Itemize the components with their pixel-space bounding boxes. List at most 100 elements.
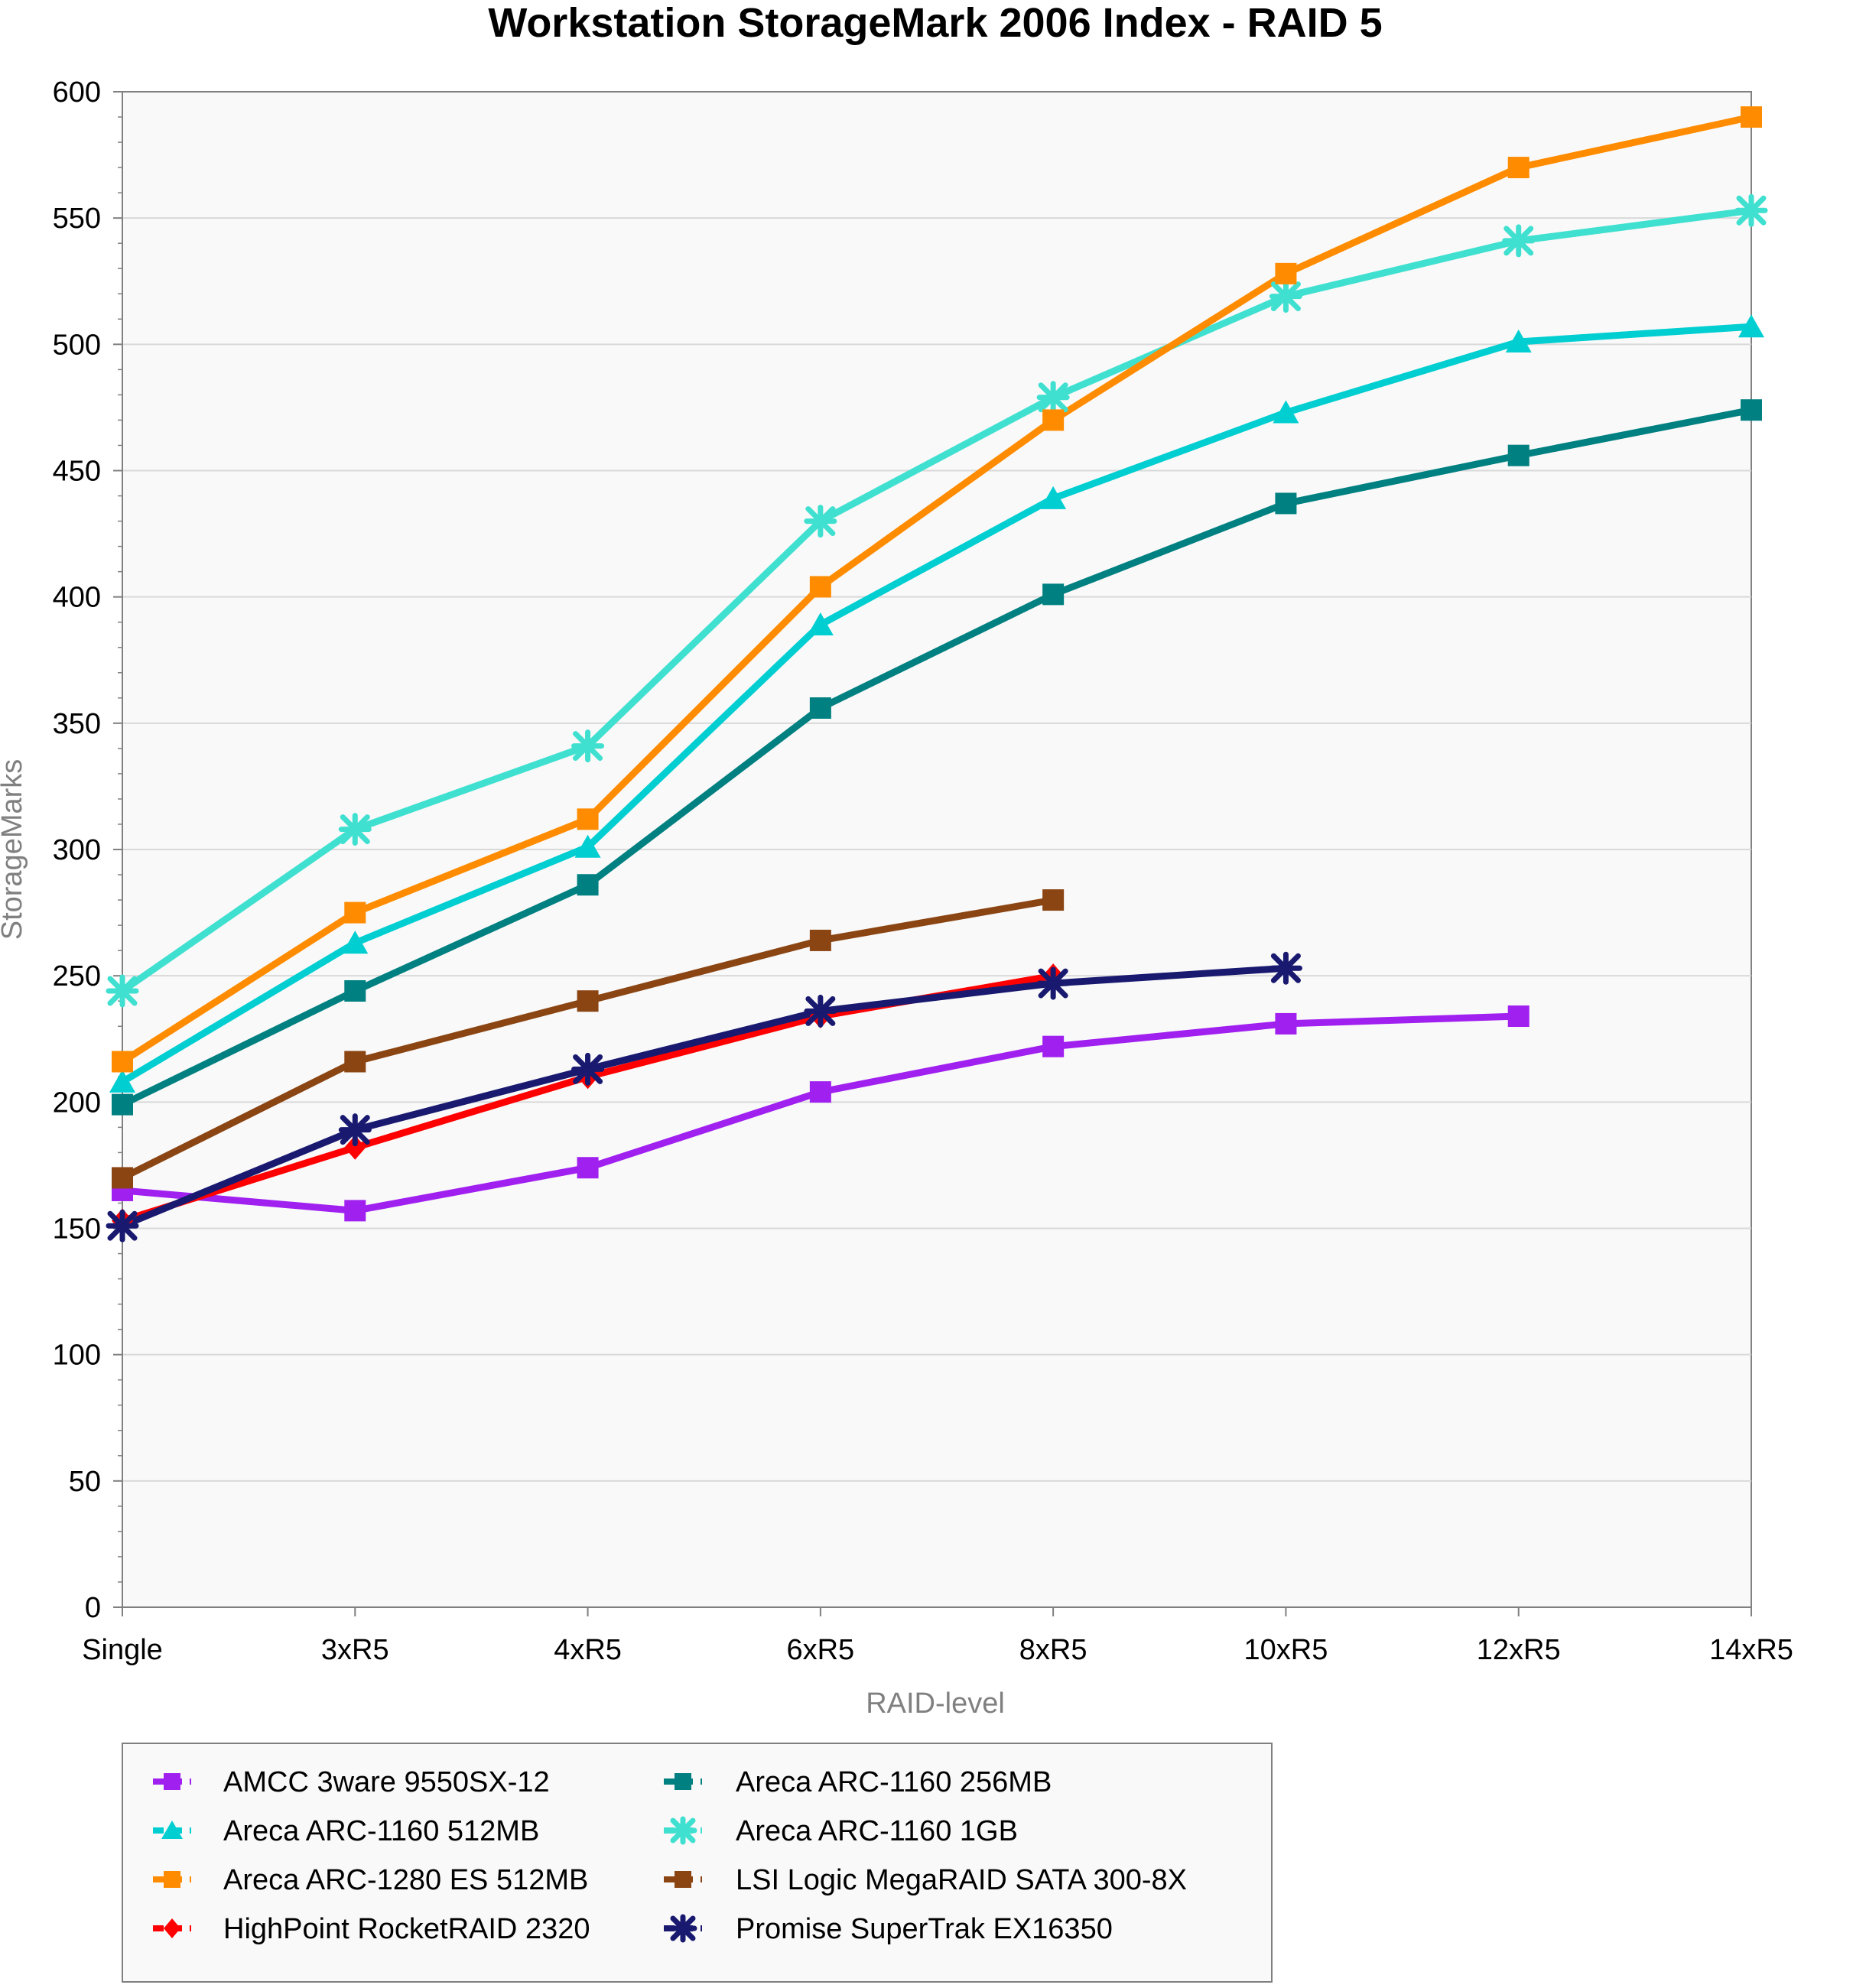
data-point [109, 1069, 135, 1093]
data-point [1042, 409, 1065, 431]
y-tick-label: 0 [85, 1592, 101, 1624]
series-line [119, 964, 1289, 1230]
legend-entry: Promise SuperTrak EX16350 [664, 1913, 1113, 1945]
legend-label: LSI Logic MegaRAID SATA 300-8X [736, 1864, 1187, 1896]
data-point [1269, 951, 1302, 985]
data-point [164, 1773, 180, 1790]
legend-label: Areca ARC-1160 256MB [736, 1766, 1052, 1798]
legend-entries: AMCC 3ware 9550SX-12 Areca ARC-1160 256MB… [153, 1766, 1187, 1945]
legend-entry: Areca ARC-1160 256MB [664, 1766, 1052, 1798]
legend-label: Areca ARC-1160 512MB [223, 1815, 539, 1847]
legend-label: Areca ARC-1160 1GB [736, 1815, 1018, 1847]
data-point [668, 1914, 697, 1943]
data-point [1502, 224, 1536, 258]
legend-label: AMCC 3ware 9550SX-12 [223, 1766, 550, 1798]
data-point [1275, 262, 1297, 284]
y-tick-label: 250 [53, 960, 101, 992]
data-point [1036, 381, 1070, 414]
legend-entry: HighPoint RocketRAID 2320 [153, 1913, 590, 1945]
y-tick-label: 100 [53, 1340, 101, 1372]
data-point [675, 1773, 691, 1790]
legend-entry: Areca ARC-1280 ES 512MB [153, 1864, 588, 1896]
data-point [106, 974, 139, 1008]
data-point [577, 1157, 599, 1179]
data-point [1734, 193, 1768, 227]
data-point [809, 576, 831, 598]
data-point [1505, 330, 1532, 353]
data-point [1042, 889, 1065, 911]
data-point [1269, 280, 1302, 313]
data-point [344, 1135, 366, 1160]
data-point [342, 931, 369, 954]
data-point [112, 1093, 133, 1116]
legend-entry: Areca ARC-1160 1GB [664, 1815, 1018, 1847]
data-point [571, 1052, 605, 1086]
series-line [119, 406, 1755, 1109]
data-point [1042, 583, 1065, 606]
data-point [807, 612, 834, 636]
series-line [119, 323, 1755, 1086]
legend-entry: LSI Logic MegaRAID SATA 300-8X [664, 1864, 1187, 1896]
gridlines [122, 217, 1751, 1482]
y-tick-label: 500 [53, 329, 101, 361]
data-point [804, 505, 837, 538]
data-point [675, 1871, 691, 1888]
data-point [161, 1821, 183, 1839]
data-point [344, 979, 366, 1002]
y-tick-label: 300 [53, 834, 101, 866]
legend-entry: AMCC 3ware 9550SX-12 [153, 1766, 550, 1798]
data-point [338, 1113, 372, 1147]
x-tick-label: Single [82, 1634, 163, 1666]
series-line [119, 113, 1755, 1065]
chart-title: Workstation StorageMark 2006 Index - RAI… [488, 0, 1382, 46]
data-point [804, 994, 837, 1028]
data-point [668, 1816, 697, 1845]
y-tick-label: 400 [53, 582, 101, 614]
data-point [809, 697, 831, 720]
y-tick-label: 450 [53, 456, 101, 488]
legend-label: Promise SuperTrak EX16350 [736, 1913, 1113, 1945]
data-point [577, 990, 599, 1012]
legend-label: HighPoint RocketRAID 2320 [223, 1913, 590, 1945]
x-axis-label: RAID-level [866, 1688, 1005, 1720]
data-point [577, 874, 599, 896]
data-point [809, 1081, 831, 1103]
y-tick-label: 50 [69, 1466, 101, 1498]
data-point [1741, 399, 1762, 421]
data-point [1042, 1035, 1065, 1057]
y-axis-label: StorageMarks [0, 759, 28, 940]
data-point [1273, 400, 1299, 424]
data-point [112, 1167, 133, 1189]
data-point [1741, 106, 1762, 128]
data-point [164, 1918, 180, 1938]
x-tick-label: 12xR5 [1477, 1634, 1561, 1666]
data-point [1275, 1012, 1297, 1035]
x-tick-label: 6xR5 [786, 1634, 854, 1666]
marker-layer [106, 106, 1768, 1242]
data-point [344, 1051, 366, 1073]
legend [122, 1743, 1273, 1983]
data-point [164, 1871, 180, 1888]
x-tick-label: 4xR5 [554, 1634, 622, 1666]
data-point [1507, 1005, 1530, 1028]
axes: 0 50 100 150 200 250 300 350 400 450 500 550 600 Sing… [53, 76, 1793, 1666]
legend-entry: Areca ARC-1160 512MB [153, 1815, 539, 1847]
data-point [1507, 444, 1530, 466]
data-point [1036, 966, 1070, 1000]
data-point [577, 808, 599, 830]
data-point [1040, 486, 1067, 509]
data-point [344, 1200, 366, 1222]
x-tick-label: 3xR5 [321, 1634, 389, 1666]
x-tick-label: 10xR5 [1244, 1634, 1328, 1666]
data-point [112, 1051, 133, 1073]
y-tick-label: 200 [53, 1087, 101, 1119]
y-tick-label: 150 [53, 1213, 101, 1246]
series-line [119, 206, 1755, 995]
data-point [344, 901, 366, 924]
data-point [574, 834, 601, 858]
x-tick-label: 14xR5 [1709, 1634, 1793, 1666]
y-tick-label: 550 [53, 203, 101, 235]
data-point [571, 729, 605, 763]
